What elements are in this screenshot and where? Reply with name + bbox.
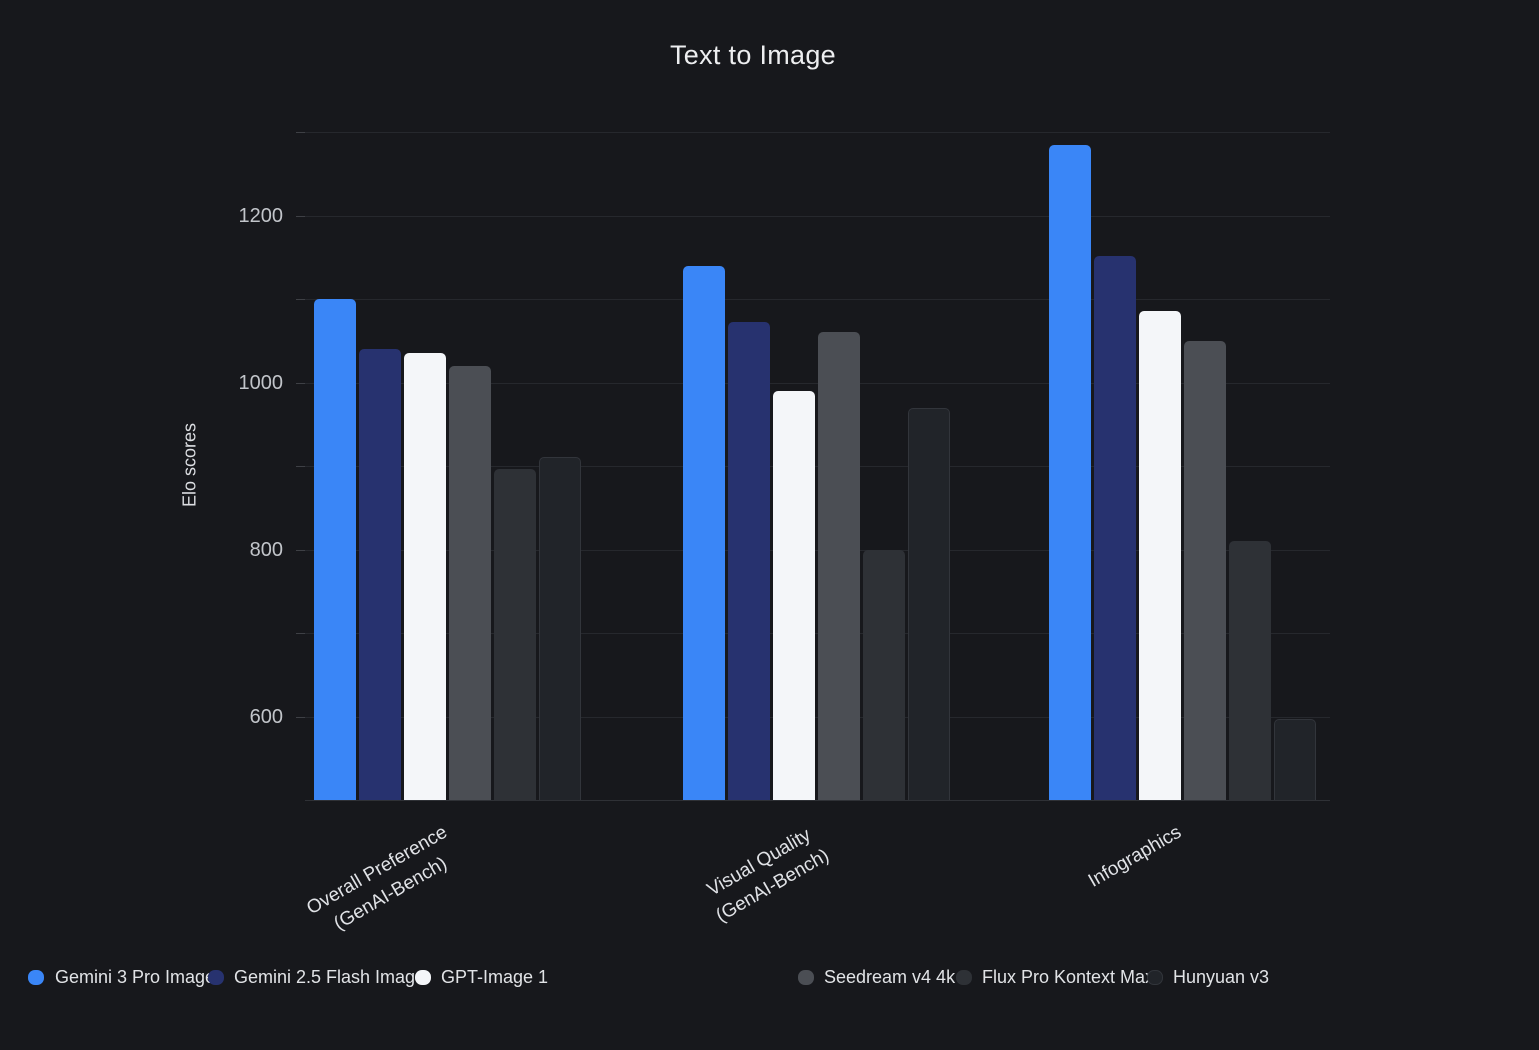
bar [1228,541,1271,800]
y-tick-mark-700 [296,633,305,634]
legend-label: Gemini 3 Pro Image [55,966,216,987]
x-axis-label: Infographics [1084,820,1187,895]
x-axis-label: Visual Quality (GenAI-Bench) [698,820,834,929]
y-tick-mark-1300 [296,132,305,133]
y-tick-label-1000: 1000 [238,371,284,394]
y-tick-label-1200: 1200 [238,204,284,227]
bar [772,390,815,800]
bar [1093,255,1136,800]
bar [1183,340,1226,800]
legend-item-flux-pro-kontext-max: Flux Pro Kontext Max [956,962,1154,992]
bar [493,469,536,800]
bar [1048,144,1091,800]
bar [313,299,356,800]
gridline-1300 [305,132,1330,133]
bar [403,353,446,800]
legend-label: Flux Pro Kontext Max [982,966,1155,987]
y-tick-mark-1200 [296,215,305,217]
y-tick-mark-1100 [296,299,305,300]
y-tick-label-600: 600 [249,705,283,728]
plot-area: 600 800 1000 1200 Overall Preference (GenAI-B… [239,132,1330,934]
y-tick-mark-800 [296,549,305,551]
x-axis-label-line: Infographics [1085,821,1186,892]
legend-swatch-icon [415,969,431,985]
bar [1273,719,1316,800]
legend-label: GPT-Image 1 [441,966,549,987]
gridline-1200 [305,215,1330,217]
x-axis-line [305,800,1330,801]
y-tick-mark-1000 [296,382,305,384]
bar [682,265,725,800]
bar [862,549,905,800]
legend-item-gemini-3-pro-image: Gemini 3 Pro Image [28,962,215,992]
legend-item-gpt-image-1: GPT-Image 1 [415,962,548,992]
bar [448,365,491,800]
bar [727,321,770,800]
bar [1138,310,1181,800]
legend-swatch-icon [956,969,972,985]
gridline-1100 [305,299,1330,300]
legend-swatch-icon [208,969,224,985]
legend-swatch-icon [798,969,814,985]
legend-swatch-icon [1147,969,1163,985]
y-axis-title: Elo scores [179,422,200,508]
legend-label: Hunyuan v3 [1173,966,1270,987]
y-tick-mark-600 [296,716,305,718]
legend-item-seedream-v4-4k: Seedream v4 4k [798,962,955,992]
bar [538,456,581,800]
x-axis-label: Overall Preference (GenAI-Bench) [302,820,466,945]
bar [907,407,950,800]
legend-item-hunyuan-v3: Hunyuan v3 [1147,962,1269,992]
bar [358,349,401,800]
legend-item-gemini-2-5-flash-image: Gemini 2.5 Flash Image [208,962,425,992]
chart-title: Text to Image [670,40,836,70]
bar [817,332,860,800]
legend-swatch-icon [28,969,44,985]
legend-label: Gemini 2.5 Flash Image [234,966,426,987]
y-tick-label-800: 800 [249,538,283,561]
legend-label: Seedream v4 4k [824,966,956,987]
y-tick-mark-900 [296,466,305,467]
